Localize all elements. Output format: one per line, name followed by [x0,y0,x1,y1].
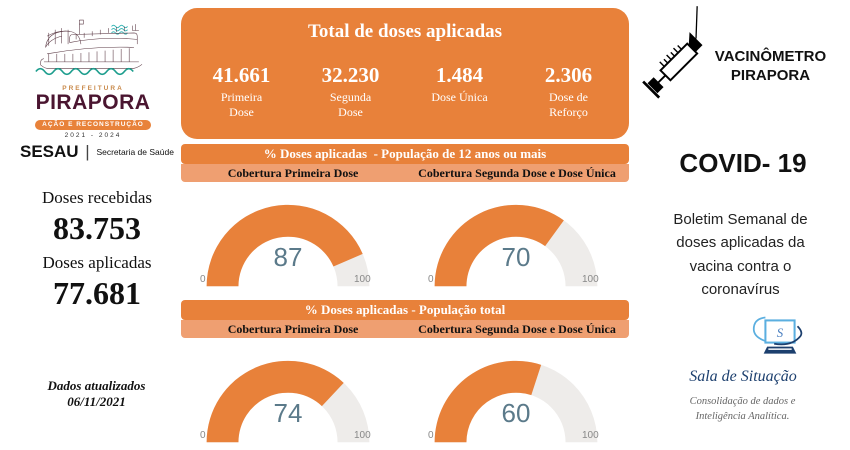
svg-text:S: S [777,326,784,340]
